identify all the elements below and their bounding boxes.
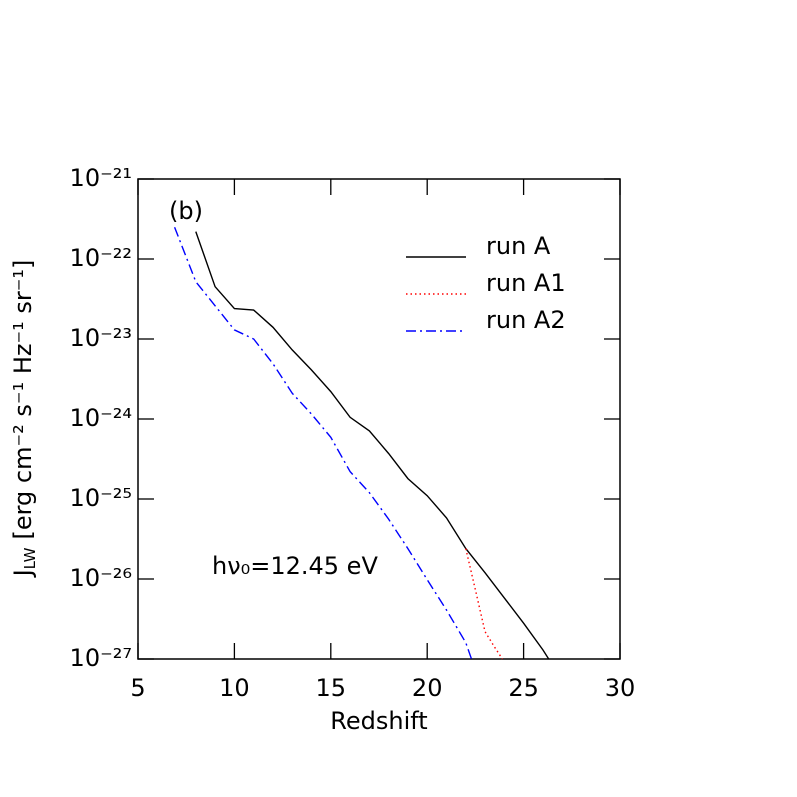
x-tick-label: 15 bbox=[316, 674, 347, 702]
legend-label: run A2 bbox=[486, 306, 566, 334]
y-tick-label: 10⁻²¹ bbox=[70, 164, 132, 192]
x-tick-label: 25 bbox=[508, 674, 539, 702]
legend-label: run A1 bbox=[486, 269, 566, 297]
y-label-units: [erg cm⁻² s⁻¹ Hz⁻¹ sr⁻¹] bbox=[9, 260, 37, 540]
y-tick-label: 10⁻²² bbox=[70, 244, 132, 272]
y-axis-label: JLW [erg cm⁻² s⁻¹ Hz⁻¹ sr⁻¹] bbox=[9, 260, 39, 579]
legend-label: run A bbox=[486, 232, 551, 260]
annotation: hν₀=12.45 eV bbox=[212, 552, 378, 580]
y-tick-label: 10⁻²⁶ bbox=[70, 564, 132, 592]
x-tick-label: 20 bbox=[412, 674, 443, 702]
y-tick-label: 10⁻²⁴ bbox=[70, 404, 132, 432]
x-tick-label: 30 bbox=[605, 674, 636, 702]
series-line bbox=[173, 226, 473, 660]
y-tick-label: 10⁻²⁵ bbox=[70, 484, 132, 512]
y-label-subscript: LW bbox=[21, 547, 39, 569]
series-line bbox=[195, 231, 550, 660]
x-tick-label: 5 bbox=[130, 674, 145, 702]
x-axis-label: Redshift bbox=[330, 707, 427, 735]
y-tick-label: 10⁻²³ bbox=[70, 324, 132, 352]
series-line bbox=[465, 548, 503, 660]
y-label-symbol: J bbox=[9, 569, 37, 578]
panel-label: (b) bbox=[169, 197, 203, 225]
y-tick-label: 10⁻²⁷ bbox=[70, 644, 132, 672]
x-tick-label: 10 bbox=[219, 674, 250, 702]
